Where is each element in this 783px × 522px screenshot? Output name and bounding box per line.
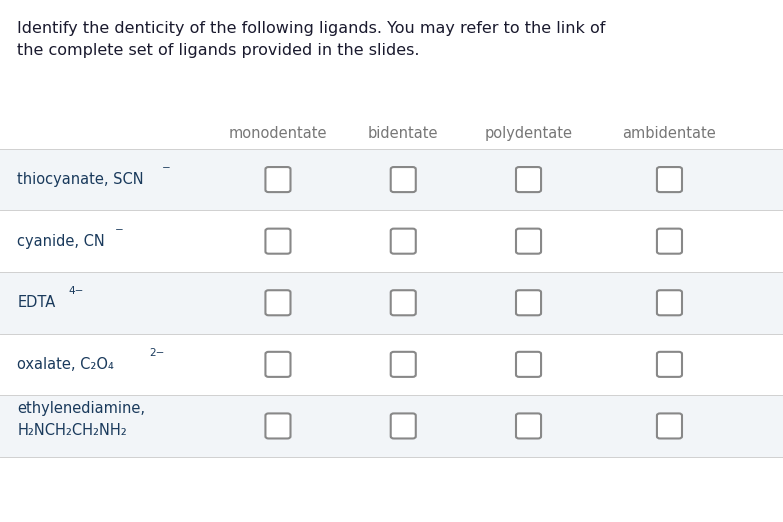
FancyBboxPatch shape [391, 229, 416, 254]
FancyBboxPatch shape [516, 290, 541, 315]
Text: monodentate: monodentate [229, 126, 327, 140]
Text: 4−: 4− [68, 286, 84, 296]
FancyBboxPatch shape [657, 290, 682, 315]
FancyBboxPatch shape [0, 395, 783, 457]
FancyBboxPatch shape [265, 229, 290, 254]
Text: thiocyanate, SCN: thiocyanate, SCN [17, 172, 144, 187]
FancyBboxPatch shape [516, 229, 541, 254]
FancyBboxPatch shape [265, 352, 290, 377]
FancyBboxPatch shape [516, 352, 541, 377]
FancyBboxPatch shape [0, 210, 783, 272]
FancyBboxPatch shape [265, 413, 290, 438]
Text: cyanide, CN: cyanide, CN [17, 234, 105, 248]
FancyBboxPatch shape [516, 167, 541, 192]
FancyBboxPatch shape [391, 167, 416, 192]
FancyBboxPatch shape [657, 229, 682, 254]
FancyBboxPatch shape [657, 413, 682, 438]
FancyBboxPatch shape [516, 413, 541, 438]
Text: −: − [115, 224, 124, 235]
FancyBboxPatch shape [657, 167, 682, 192]
Text: ethylenediamine,
H₂NCH₂CH₂NH₂: ethylenediamine, H₂NCH₂CH₂NH₂ [17, 401, 145, 438]
FancyBboxPatch shape [0, 272, 783, 334]
Text: EDTA: EDTA [17, 295, 56, 310]
Text: oxalate, C₂O₄: oxalate, C₂O₄ [17, 357, 114, 372]
Text: bidentate: bidentate [368, 126, 438, 140]
Text: polydentate: polydentate [485, 126, 572, 140]
FancyBboxPatch shape [265, 167, 290, 192]
Text: Identify the denticity of the following ligands. You may refer to the link of
th: Identify the denticity of the following … [17, 21, 605, 58]
FancyBboxPatch shape [657, 352, 682, 377]
FancyBboxPatch shape [0, 334, 783, 395]
FancyBboxPatch shape [391, 413, 416, 438]
Text: −: − [162, 163, 171, 173]
Text: 2−: 2− [149, 348, 164, 358]
FancyBboxPatch shape [391, 290, 416, 315]
FancyBboxPatch shape [265, 290, 290, 315]
FancyBboxPatch shape [391, 352, 416, 377]
Text: ambidentate: ambidentate [622, 126, 716, 140]
FancyBboxPatch shape [0, 149, 783, 210]
